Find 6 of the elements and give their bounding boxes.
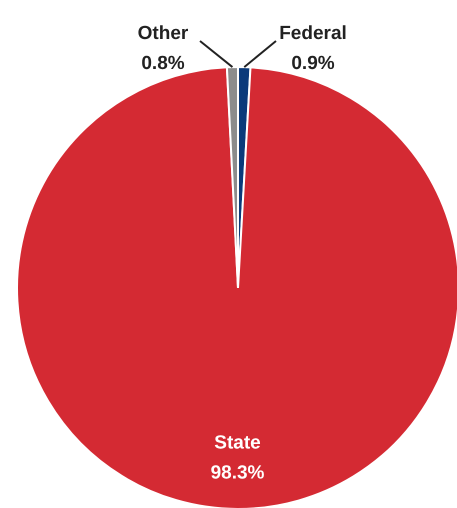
data-label: 0.9% bbox=[291, 53, 335, 74]
slice-label: Federal bbox=[279, 23, 347, 44]
data-label: 0.8% bbox=[141, 53, 185, 74]
data-label: 98.3% bbox=[210, 462, 265, 484]
slice-label: Other bbox=[138, 23, 189, 44]
slice-label: State bbox=[214, 432, 261, 454]
